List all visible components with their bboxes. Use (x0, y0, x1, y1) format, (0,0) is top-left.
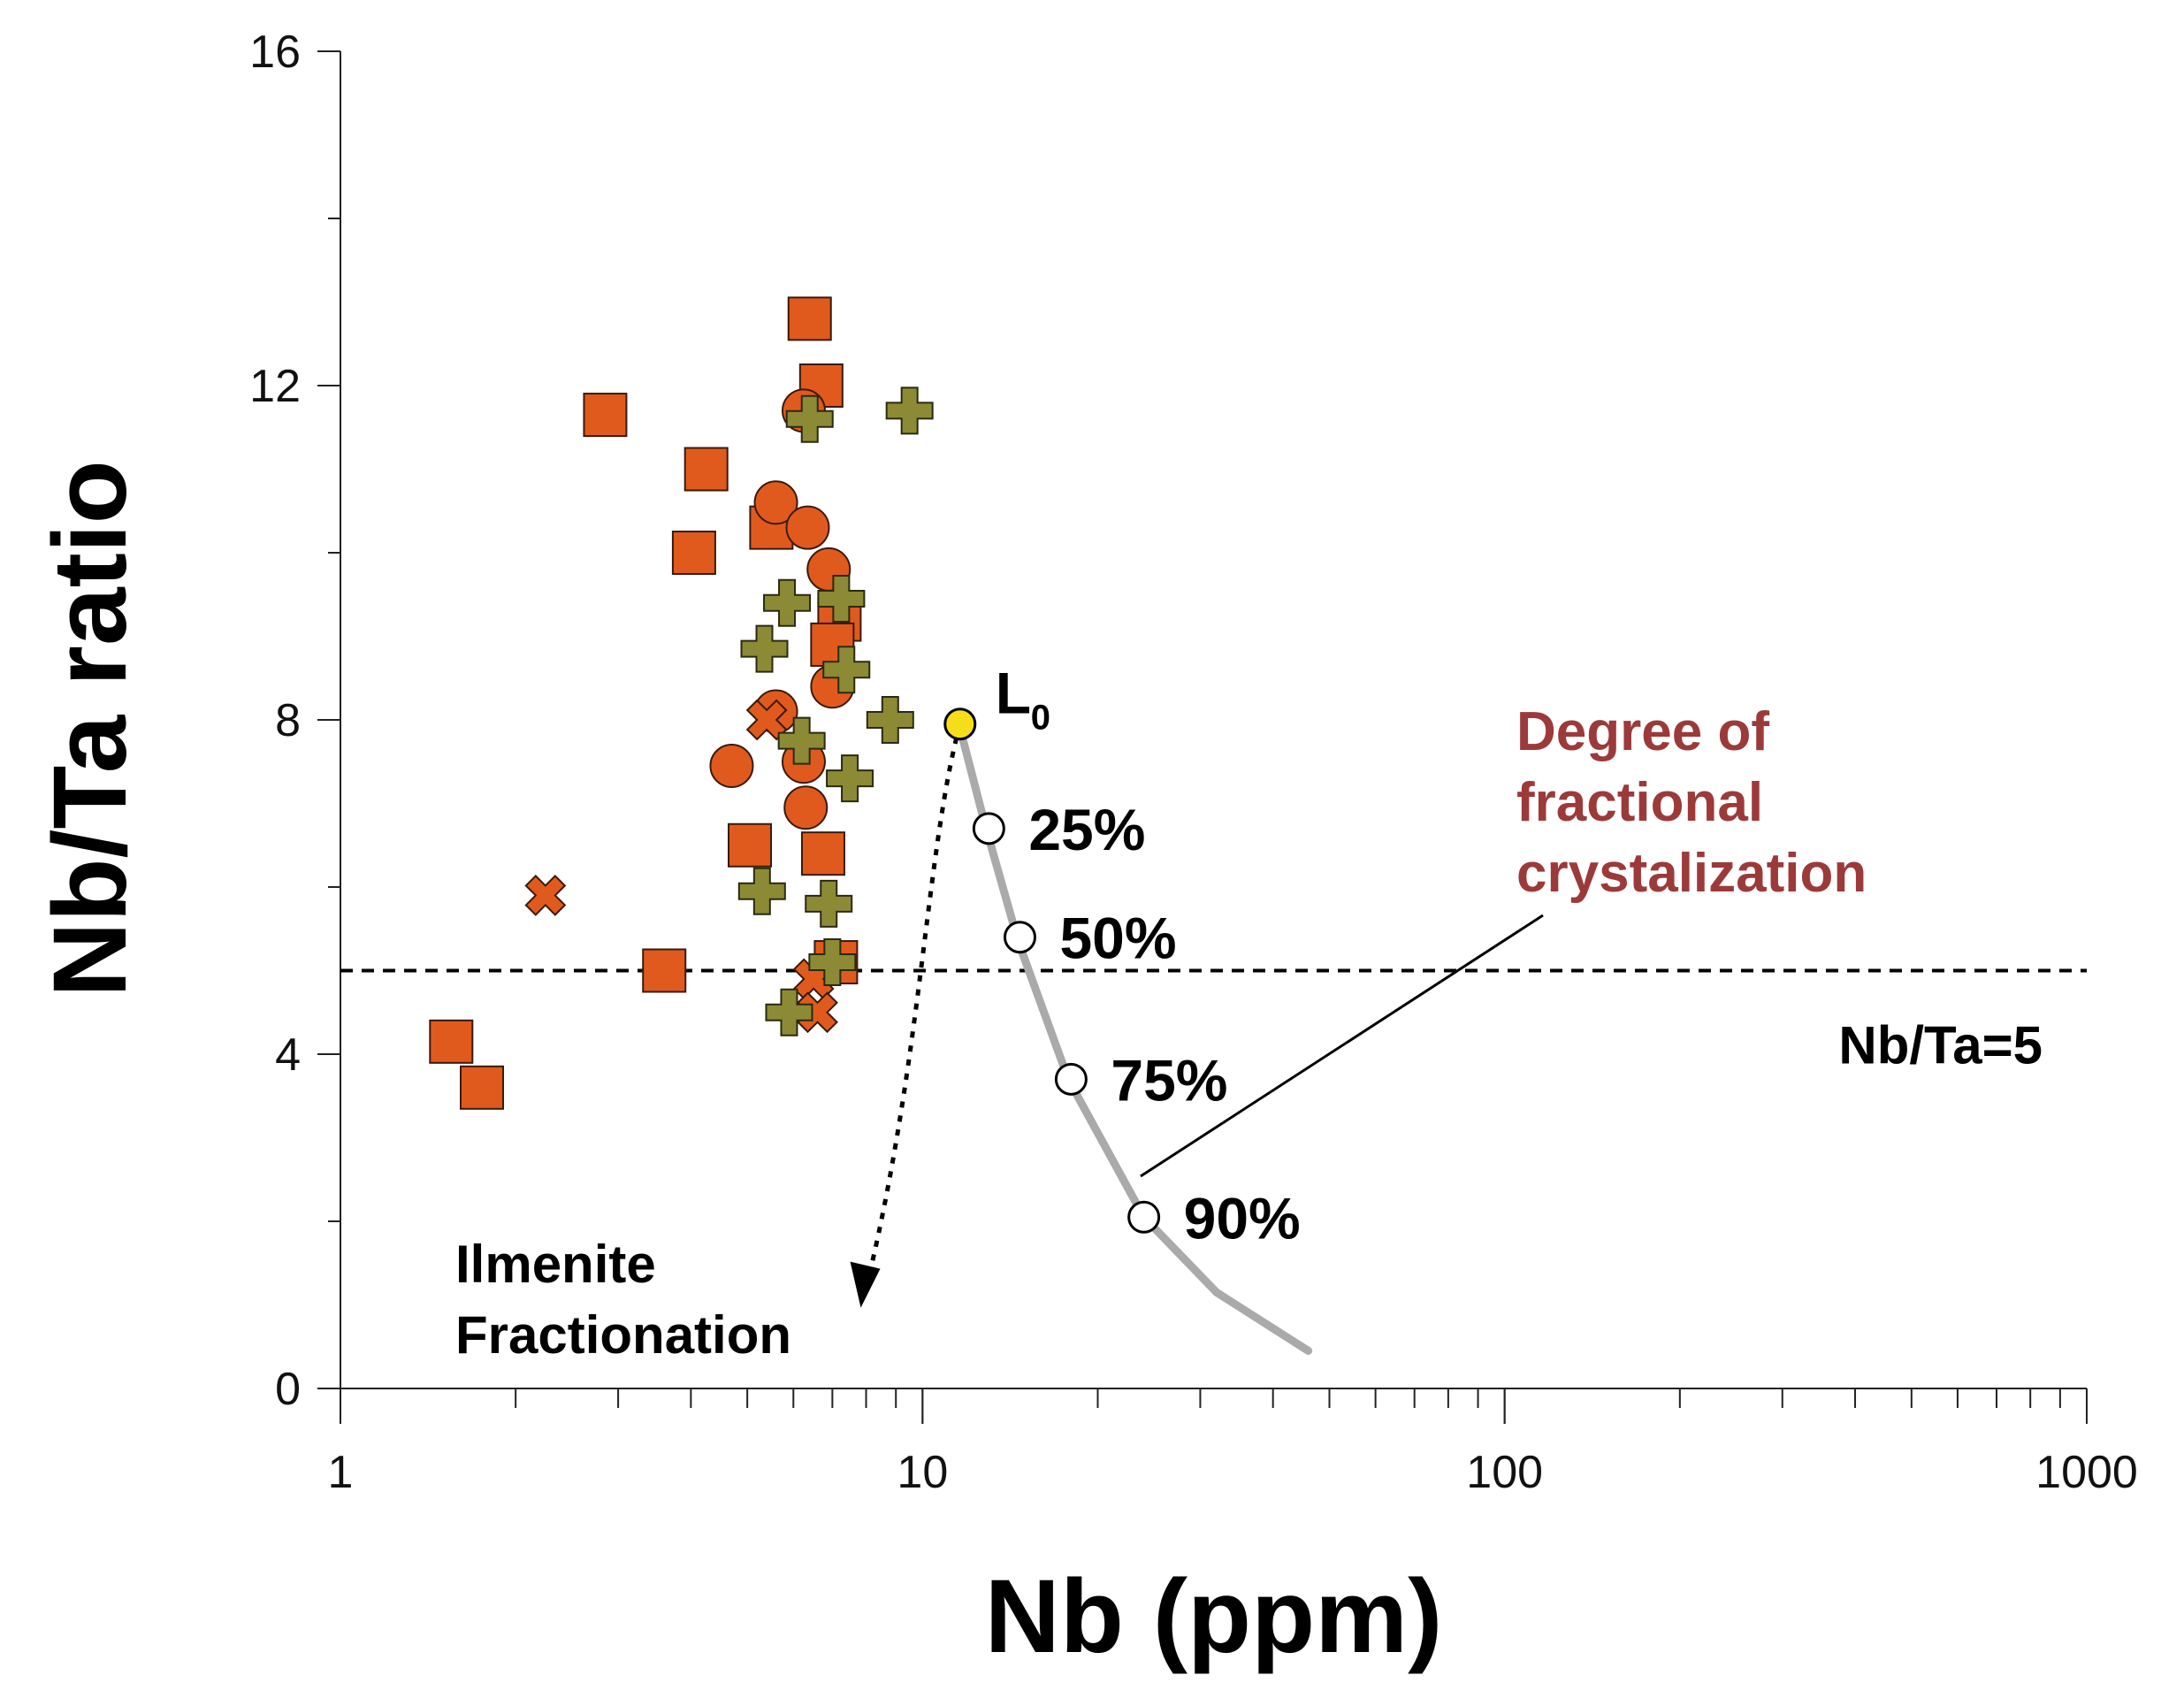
x-tick-label: 10 (897, 1447, 948, 1498)
square-point (429, 1019, 474, 1064)
x-tick-label: 1 (328, 1447, 354, 1498)
plus-point (740, 624, 789, 673)
plus-point (785, 394, 834, 443)
square-point (787, 296, 832, 341)
curve-label-line2: fractional (1516, 772, 1763, 833)
curve-label-leader (1140, 914, 1544, 1178)
square-point (642, 948, 687, 993)
plus-point (805, 879, 853, 928)
plus-point (765, 988, 813, 1036)
x-tick-label: 100 (1466, 1447, 1543, 1498)
y-tick-label: 4 (275, 1029, 301, 1081)
circle-point (753, 480, 798, 525)
square-point (728, 822, 773, 868)
curve-label-line3: crystalization (1516, 843, 1867, 904)
plus-point (808, 938, 857, 987)
cross-point (745, 699, 788, 741)
x-axis-title: Nb (ppm) (985, 1558, 1443, 1675)
cross-point (524, 875, 567, 916)
step-marker (1127, 1200, 1161, 1234)
ilmenite-label-line2: Fractionation (455, 1305, 791, 1365)
l0-marker (943, 708, 977, 741)
plus-point (777, 716, 826, 765)
plus-point (885, 386, 934, 435)
circle-point (783, 785, 829, 830)
y-tick-label: 12 (249, 361, 301, 412)
step-label: 50% (1059, 906, 1176, 971)
plus-point (822, 646, 871, 694)
square-point (671, 531, 716, 575)
step-label: 25% (1028, 797, 1145, 862)
data-points (429, 296, 934, 1110)
plus-point (866, 696, 914, 744)
y-tick-label: 8 (275, 695, 301, 746)
reference-line-group: Nb/Ta=5 (340, 968, 2087, 1075)
curve-label-line1: Degree of (1516, 701, 1769, 762)
plus-point (737, 867, 786, 915)
square-point (683, 447, 729, 492)
square-point (800, 831, 845, 876)
ilmenite-fractionation-arrow (864, 723, 963, 1289)
square-point (583, 393, 628, 438)
plus-point (826, 754, 874, 803)
series-pluses (737, 386, 934, 1036)
plus-point (763, 578, 812, 627)
y-axis-title: Nb/Ta ratio (32, 460, 149, 998)
step-label: 90% (1184, 1185, 1301, 1251)
plus-point (817, 574, 866, 623)
l0-label: L (996, 661, 1031, 726)
l0-subscript: 0 (1031, 699, 1050, 738)
y-tick-label: 0 (275, 1364, 301, 1415)
x-tick-label: 1000 (2035, 1447, 2138, 1498)
step-marker (1003, 921, 1036, 954)
ilmenite-arrow-head (850, 1261, 881, 1308)
axes: 0 4 8 12 16 1 10 100 1000 Nb (ppm) Nb/Ta ratio (32, 27, 2138, 1675)
step-marker (1054, 1062, 1088, 1096)
reference-line-label: Nb/Ta=5 (1838, 1016, 2043, 1075)
circle-point (709, 743, 754, 788)
ilmenite-label-line1: Ilmenite (455, 1235, 656, 1294)
cross-point (797, 991, 838, 1034)
step-marker (972, 812, 1005, 845)
step-label: 75% (1111, 1047, 1227, 1113)
y-tick-label: 16 (249, 27, 301, 78)
circle-point (785, 505, 830, 550)
annotations: 25% 50% 75% 90% L 0 Degree of fractional crystal… (455, 661, 1867, 1365)
square-point (460, 1065, 505, 1110)
